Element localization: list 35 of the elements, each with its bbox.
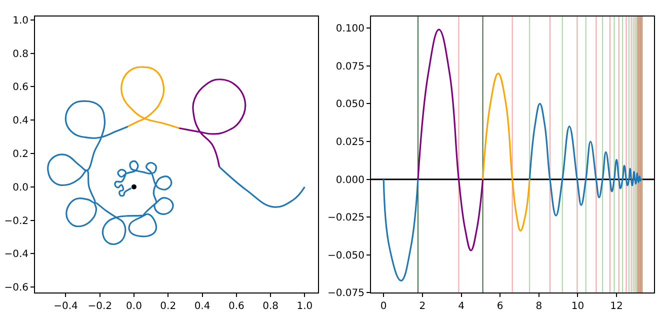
y-tick-label: −0.025	[327, 212, 364, 224]
x-tick-label: 10	[571, 301, 584, 312]
line-series	[178, 78, 246, 168]
x-tick-label: 1.0	[296, 301, 313, 312]
x-tick-label: 8	[536, 301, 542, 312]
y-tick-label: 0.000	[336, 174, 364, 186]
y-tick-label: 0.6	[12, 82, 28, 94]
line-series	[417, 28, 484, 252]
y-tick-label: −0.4	[4, 249, 28, 260]
line-series	[482, 72, 530, 232]
x-tick-label: 0	[380, 301, 387, 312]
x-tick-label: 0.6	[228, 301, 244, 312]
y-tick-label: 0.0	[12, 182, 28, 194]
x-tick-label: 0.8	[262, 301, 279, 312]
x-tick-label: 0.2	[160, 301, 176, 312]
y-tick-label: −0.6	[4, 282, 28, 294]
y-tick-label: 0.075	[336, 61, 364, 72]
x-tick-label: 0.4	[194, 301, 210, 312]
y-tick-label: −0.050	[327, 250, 364, 262]
y-tick-label: 0.4	[12, 116, 28, 127]
y-tick-label: 0.025	[336, 137, 364, 148]
y-tick-label: 1.0	[12, 15, 28, 26]
x-tick-label: 0.0	[126, 301, 142, 312]
x-tick-label: 2	[419, 301, 426, 312]
x-tick-label: 12	[610, 301, 623, 312]
x-tick-label: −0.2	[88, 301, 112, 312]
y-tick-label: −0.075	[327, 288, 364, 300]
y-tick-label: 0.100	[336, 24, 364, 35]
x-tick-label: 6	[496, 301, 504, 312]
x-tick-label: −0.4	[54, 301, 78, 312]
y-tick-label: 0.2	[12, 149, 28, 160]
x-tick-label: 4	[458, 301, 464, 312]
y-tick-label: 0.8	[12, 48, 28, 60]
y-tick-label: 0.050	[336, 99, 364, 110]
y-tick-label: −0.2	[4, 216, 28, 227]
